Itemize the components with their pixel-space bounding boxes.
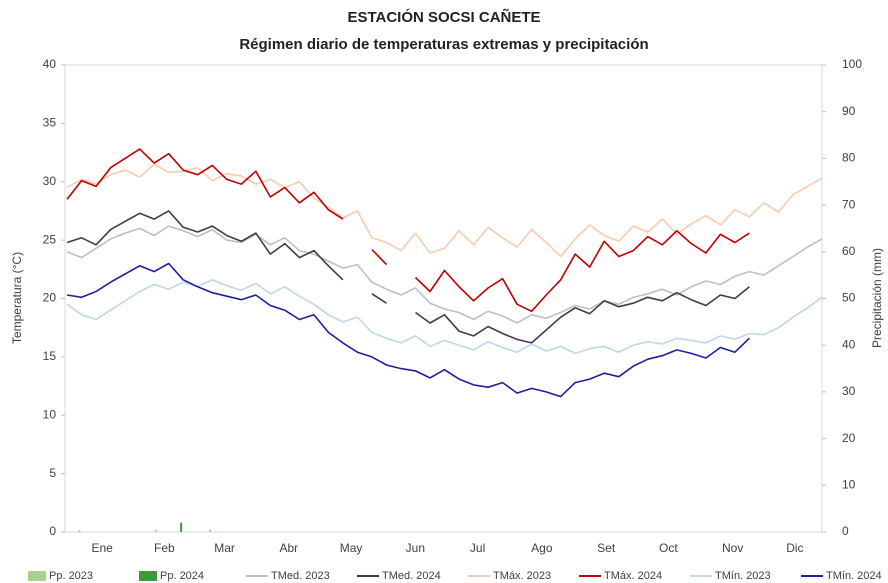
legend-swatch bbox=[139, 571, 157, 581]
y-tick-label: 35 bbox=[43, 116, 57, 130]
x-tick-label: May bbox=[340, 541, 363, 555]
x-tick-label: Set bbox=[597, 541, 616, 555]
precip-bar bbox=[155, 529, 158, 532]
legend-label: TMín. 2024 bbox=[826, 570, 882, 582]
y-tick-label: 20 bbox=[43, 291, 57, 305]
y-tick-label: 30 bbox=[43, 174, 57, 188]
precip-bar bbox=[209, 529, 212, 532]
x-tick-label: Abr bbox=[279, 541, 298, 555]
y2-tick-label: 20 bbox=[842, 431, 856, 445]
y-tick-label: 15 bbox=[43, 349, 57, 363]
series-line bbox=[66, 210, 750, 344]
y2-tick-label: 90 bbox=[842, 104, 856, 118]
x-tick-label: Mar bbox=[214, 541, 235, 555]
legend-label: TMed. 2024 bbox=[382, 570, 441, 582]
legend-label: TMáx. 2024 bbox=[604, 570, 662, 582]
y2-axis-label: Precipitación (mm) bbox=[870, 248, 884, 348]
chart-title: ESTACIÓN SOCSI CAÑETE bbox=[347, 8, 540, 26]
y-tick-label: 5 bbox=[49, 466, 56, 480]
y-tick-label: 40 bbox=[43, 57, 57, 71]
x-tick-label: Oct bbox=[659, 541, 678, 555]
y2-tick-label: 70 bbox=[842, 197, 856, 211]
x-tick-label: Nov bbox=[722, 541, 743, 555]
series-line bbox=[66, 279, 823, 355]
y2-tick-label: 40 bbox=[842, 337, 856, 351]
x-tick-label: Jun bbox=[406, 541, 425, 555]
series-line bbox=[66, 163, 823, 258]
y2-tick-label: 50 bbox=[842, 291, 856, 305]
y2-tick-label: 80 bbox=[842, 151, 856, 165]
x-tick-label: Ene bbox=[92, 541, 114, 555]
y2-tick-label: 100 bbox=[842, 57, 862, 71]
y2-tick-label: 30 bbox=[842, 384, 856, 398]
y-tick-label: 25 bbox=[43, 232, 57, 246]
y-tick-label: 10 bbox=[43, 407, 57, 421]
legend: Pp. 2023 Pp. 2024 TMed. 2023 TMed. 2024 TMáx… bbox=[28, 570, 882, 582]
plot-frame bbox=[64, 64, 823, 533]
legend-label: Pp. 2023 bbox=[49, 570, 93, 582]
chart-subtitle: Régimen diario de temperaturas extremas … bbox=[239, 36, 648, 53]
y-tick-label: 0 bbox=[49, 524, 56, 538]
precip-bar bbox=[180, 522, 183, 532]
precip-bar bbox=[78, 530, 81, 532]
legend-label: TMín. 2023 bbox=[715, 570, 771, 582]
y2-tick-label: 10 bbox=[842, 477, 856, 491]
x-tick-label: Feb bbox=[154, 541, 175, 555]
x-tick-label: Ago bbox=[531, 541, 553, 555]
legend-label: Pp. 2024 bbox=[160, 570, 204, 582]
y-axis-label: Temperatura (°C) bbox=[10, 252, 24, 344]
x-tick-label: Dic bbox=[786, 541, 803, 555]
series-line bbox=[66, 262, 750, 398]
legend-label: TMed. 2023 bbox=[271, 570, 330, 582]
legend-label: TMáx. 2023 bbox=[493, 570, 551, 582]
x-tick-label: Jul bbox=[470, 541, 485, 555]
series-line bbox=[66, 225, 823, 324]
y2-tick-label: 0 bbox=[842, 524, 849, 538]
series-line bbox=[66, 148, 750, 313]
legend-swatch bbox=[28, 571, 46, 581]
y2-tick-label: 60 bbox=[842, 244, 856, 258]
